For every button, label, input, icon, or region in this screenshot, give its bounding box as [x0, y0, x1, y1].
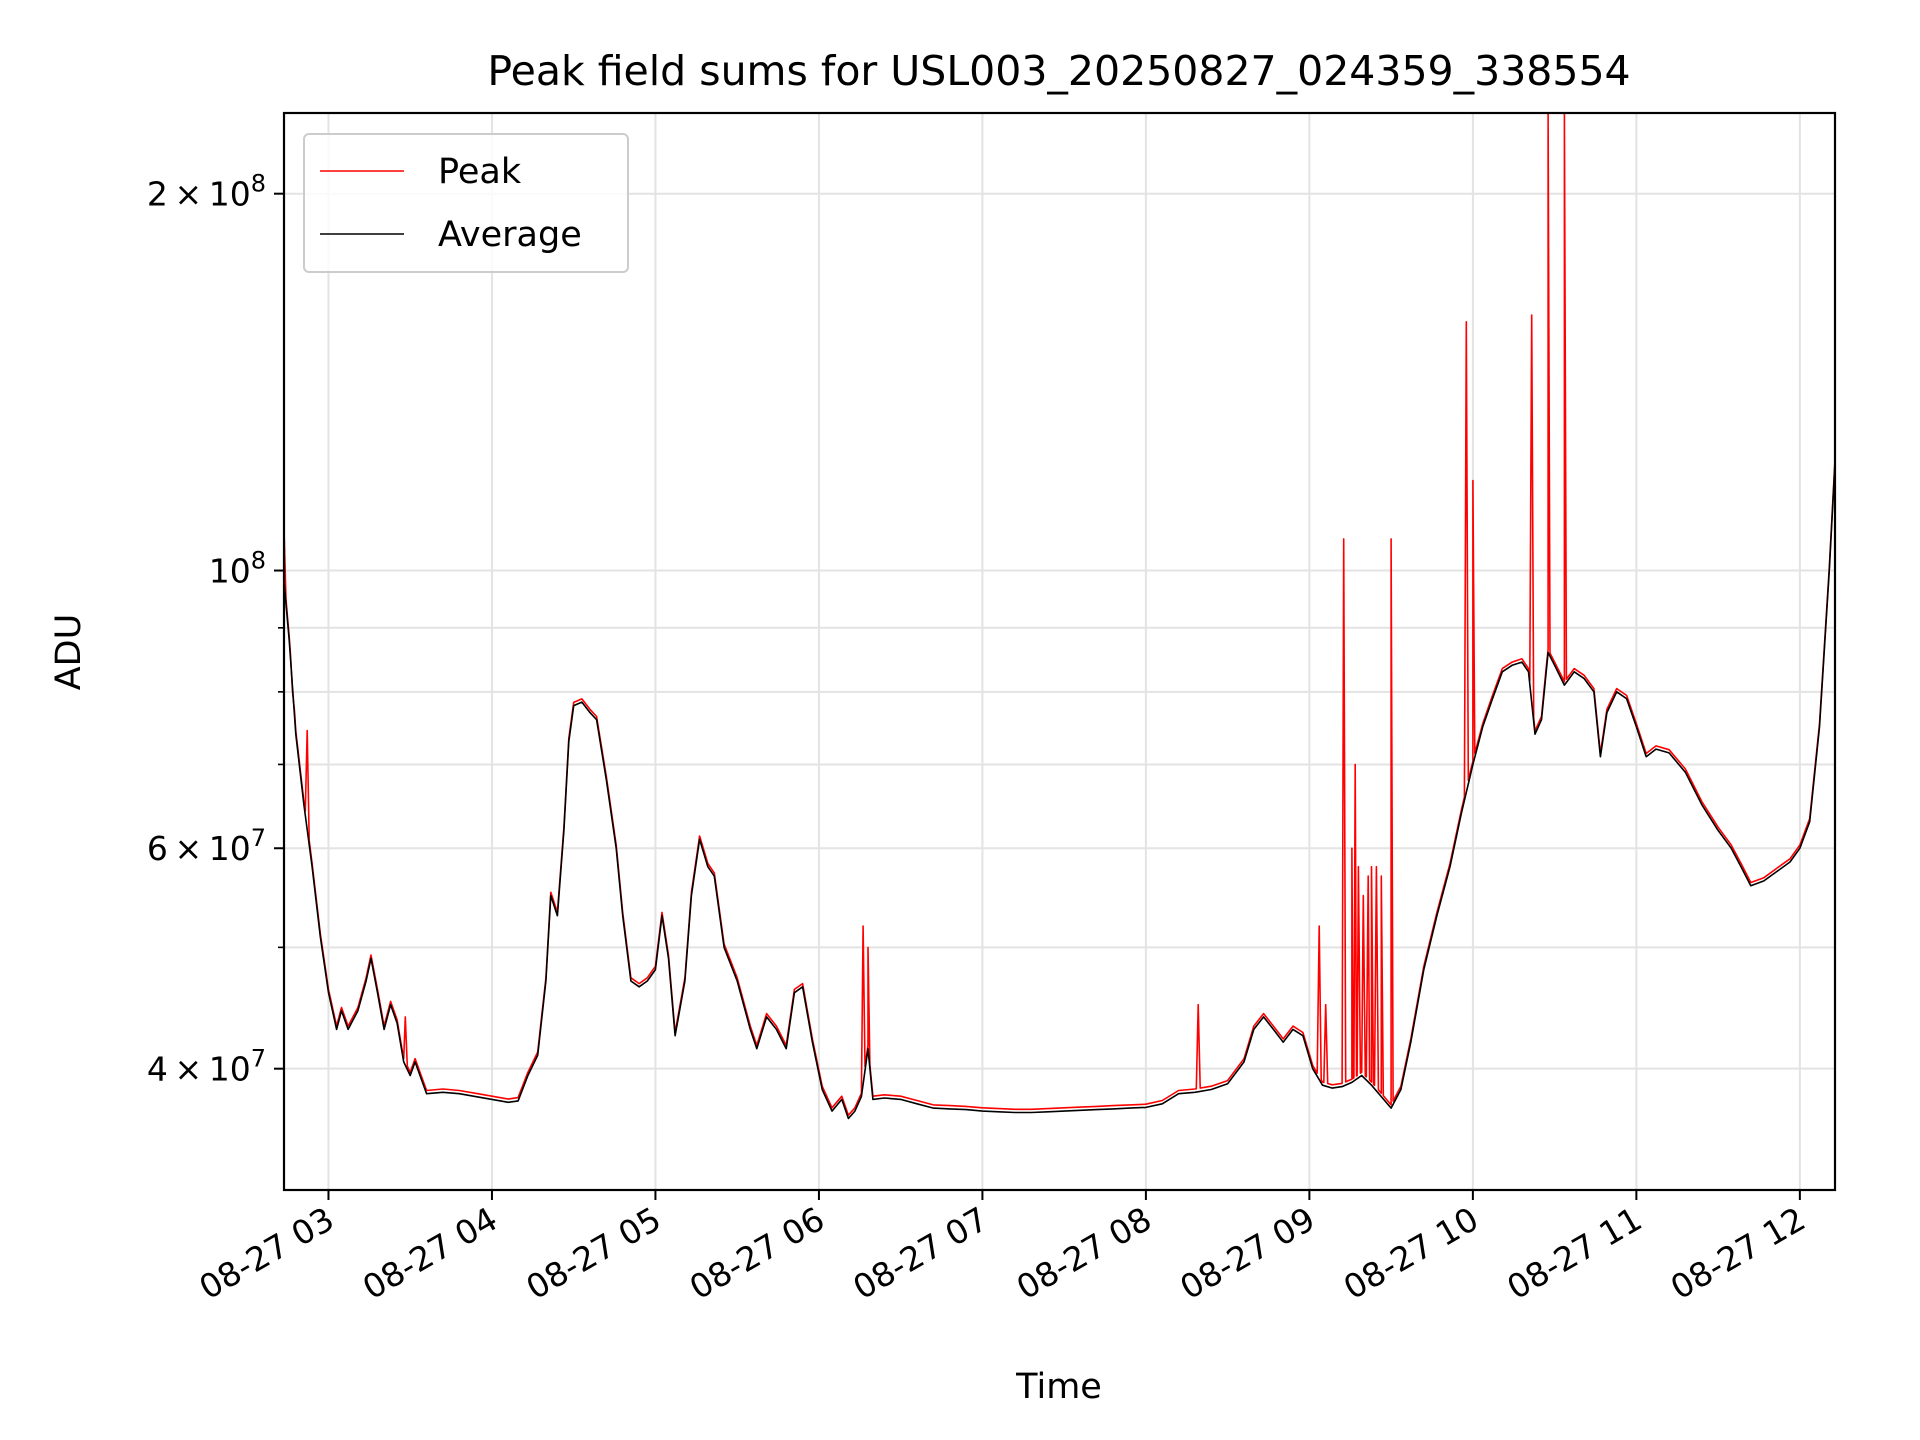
legend-label-average: Average — [438, 215, 582, 255]
series-layer — [284, 113, 1835, 1120]
series-line-peak — [284, 113, 1835, 1116]
x-axis-label: Time — [1015, 1367, 1102, 1407]
y-tick-label: 108 — [209, 547, 266, 591]
legend-box — [303, 133, 629, 273]
y-axis: 2 × 108 108 6 × 107 4 × 107 — [147, 170, 284, 1089]
grid-lines — [284, 113, 1835, 1190]
series-line-average — [284, 462, 1835, 1120]
legend: Peak Average — [303, 133, 629, 273]
chart-title: Peak field sums for USL003_20250827_0243… — [487, 47, 1630, 95]
y-tick-label: 6 × 107 — [147, 824, 266, 868]
legend-label-peak: Peak — [438, 152, 522, 192]
y-tick-label: 4 × 107 — [147, 1045, 266, 1089]
y-tick-label: 2 × 108 — [147, 170, 266, 214]
y-axis-label: ADU — [49, 614, 89, 691]
plot-frame — [282, 111, 1837, 1192]
